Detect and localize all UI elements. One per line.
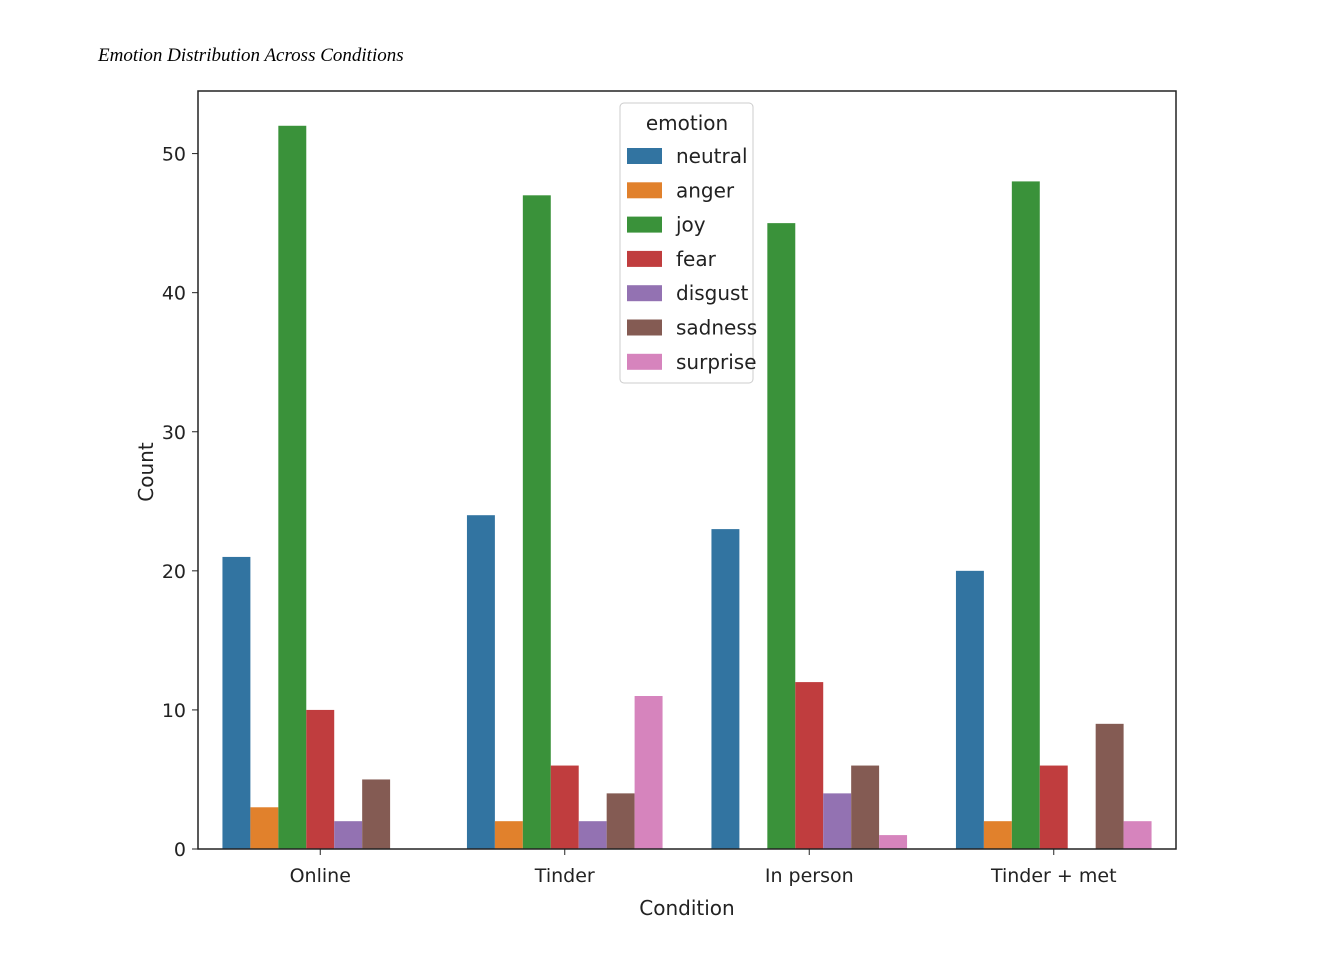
legend-label-surprise: surprise <box>676 350 757 374</box>
y-tick-label: 50 <box>162 144 186 166</box>
y-tick-label: 30 <box>162 422 186 444</box>
x-tick-label: In person <box>765 865 854 887</box>
legend-swatch-fear <box>627 250 662 267</box>
bar-disgust-1 <box>578 821 607 849</box>
bar-surprise-1 <box>634 696 663 849</box>
y-axis: 0 10 20 30 40 50 <box>162 144 198 861</box>
bar-anger-3 <box>983 821 1012 849</box>
legend-swatch-joy <box>627 216 662 233</box>
bar-anger-1 <box>494 821 523 849</box>
legend-label-anger: anger <box>676 178 735 202</box>
bar-neutral-0 <box>222 556 251 849</box>
legend-swatch-sadness <box>627 319 662 336</box>
legend-swatch-disgust <box>627 285 662 302</box>
y-axis-label: Count <box>134 442 158 502</box>
y-tick-label: 10 <box>162 700 186 722</box>
bar-joy-0 <box>278 125 307 850</box>
bar-disgust-2 <box>823 793 852 849</box>
bar-surprise-2 <box>879 835 908 849</box>
legend-title: emotion <box>646 111 728 135</box>
bar-joy-1 <box>522 195 551 850</box>
bar-sadness-0 <box>362 779 391 849</box>
bar-disgust-0 <box>334 821 363 849</box>
legend-label-fear: fear <box>676 247 717 271</box>
x-axis-label: Condition <box>639 896 734 920</box>
bar-fear-3 <box>1039 765 1068 849</box>
bars-layer <box>222 125 1152 850</box>
bar-joy-2 <box>767 223 796 850</box>
legend-label-disgust: disgust <box>676 281 748 305</box>
figure-caption: Emotion Distribution Across Conditions <box>98 45 404 66</box>
x-tick-label: Tinder <box>534 865 595 887</box>
legend-box <box>619 102 754 384</box>
x-tick-label: Online <box>290 865 351 887</box>
legend-label-sadness: sadness <box>676 316 757 340</box>
bar-neutral-1 <box>466 515 495 849</box>
legend: emotion neutral anger joy fear disgust sadness… <box>619 102 757 384</box>
x-tick-label: Tinder + met <box>990 865 1117 887</box>
plot-frame <box>197 90 1177 850</box>
x-axis: Online Tinder In person Tinder + met <box>290 849 1117 887</box>
legend-swatch-surprise <box>627 353 662 370</box>
legend-swatch-anger <box>627 182 662 199</box>
y-tick-label: 0 <box>174 839 186 861</box>
legend-swatch-neutral <box>627 148 662 164</box>
y-tick-label: 40 <box>162 283 186 305</box>
legend-label-joy: joy <box>675 213 706 237</box>
bar-sadness-2 <box>851 765 880 849</box>
bar-surprise-3 <box>1123 821 1152 849</box>
bar-sadness-1 <box>606 793 635 849</box>
bar-joy-3 <box>1011 181 1040 849</box>
bar-anger-0 <box>250 807 279 849</box>
bar-fear-2 <box>795 682 824 849</box>
bar-sadness-3 <box>1095 723 1124 849</box>
bar-fear-0 <box>306 709 335 849</box>
bar-neutral-2 <box>711 529 740 849</box>
y-tick-label: 20 <box>162 561 186 583</box>
legend-label-neutral: neutral <box>676 144 748 168</box>
bar-fear-1 <box>550 765 579 849</box>
bar-neutral-3 <box>955 570 984 849</box>
